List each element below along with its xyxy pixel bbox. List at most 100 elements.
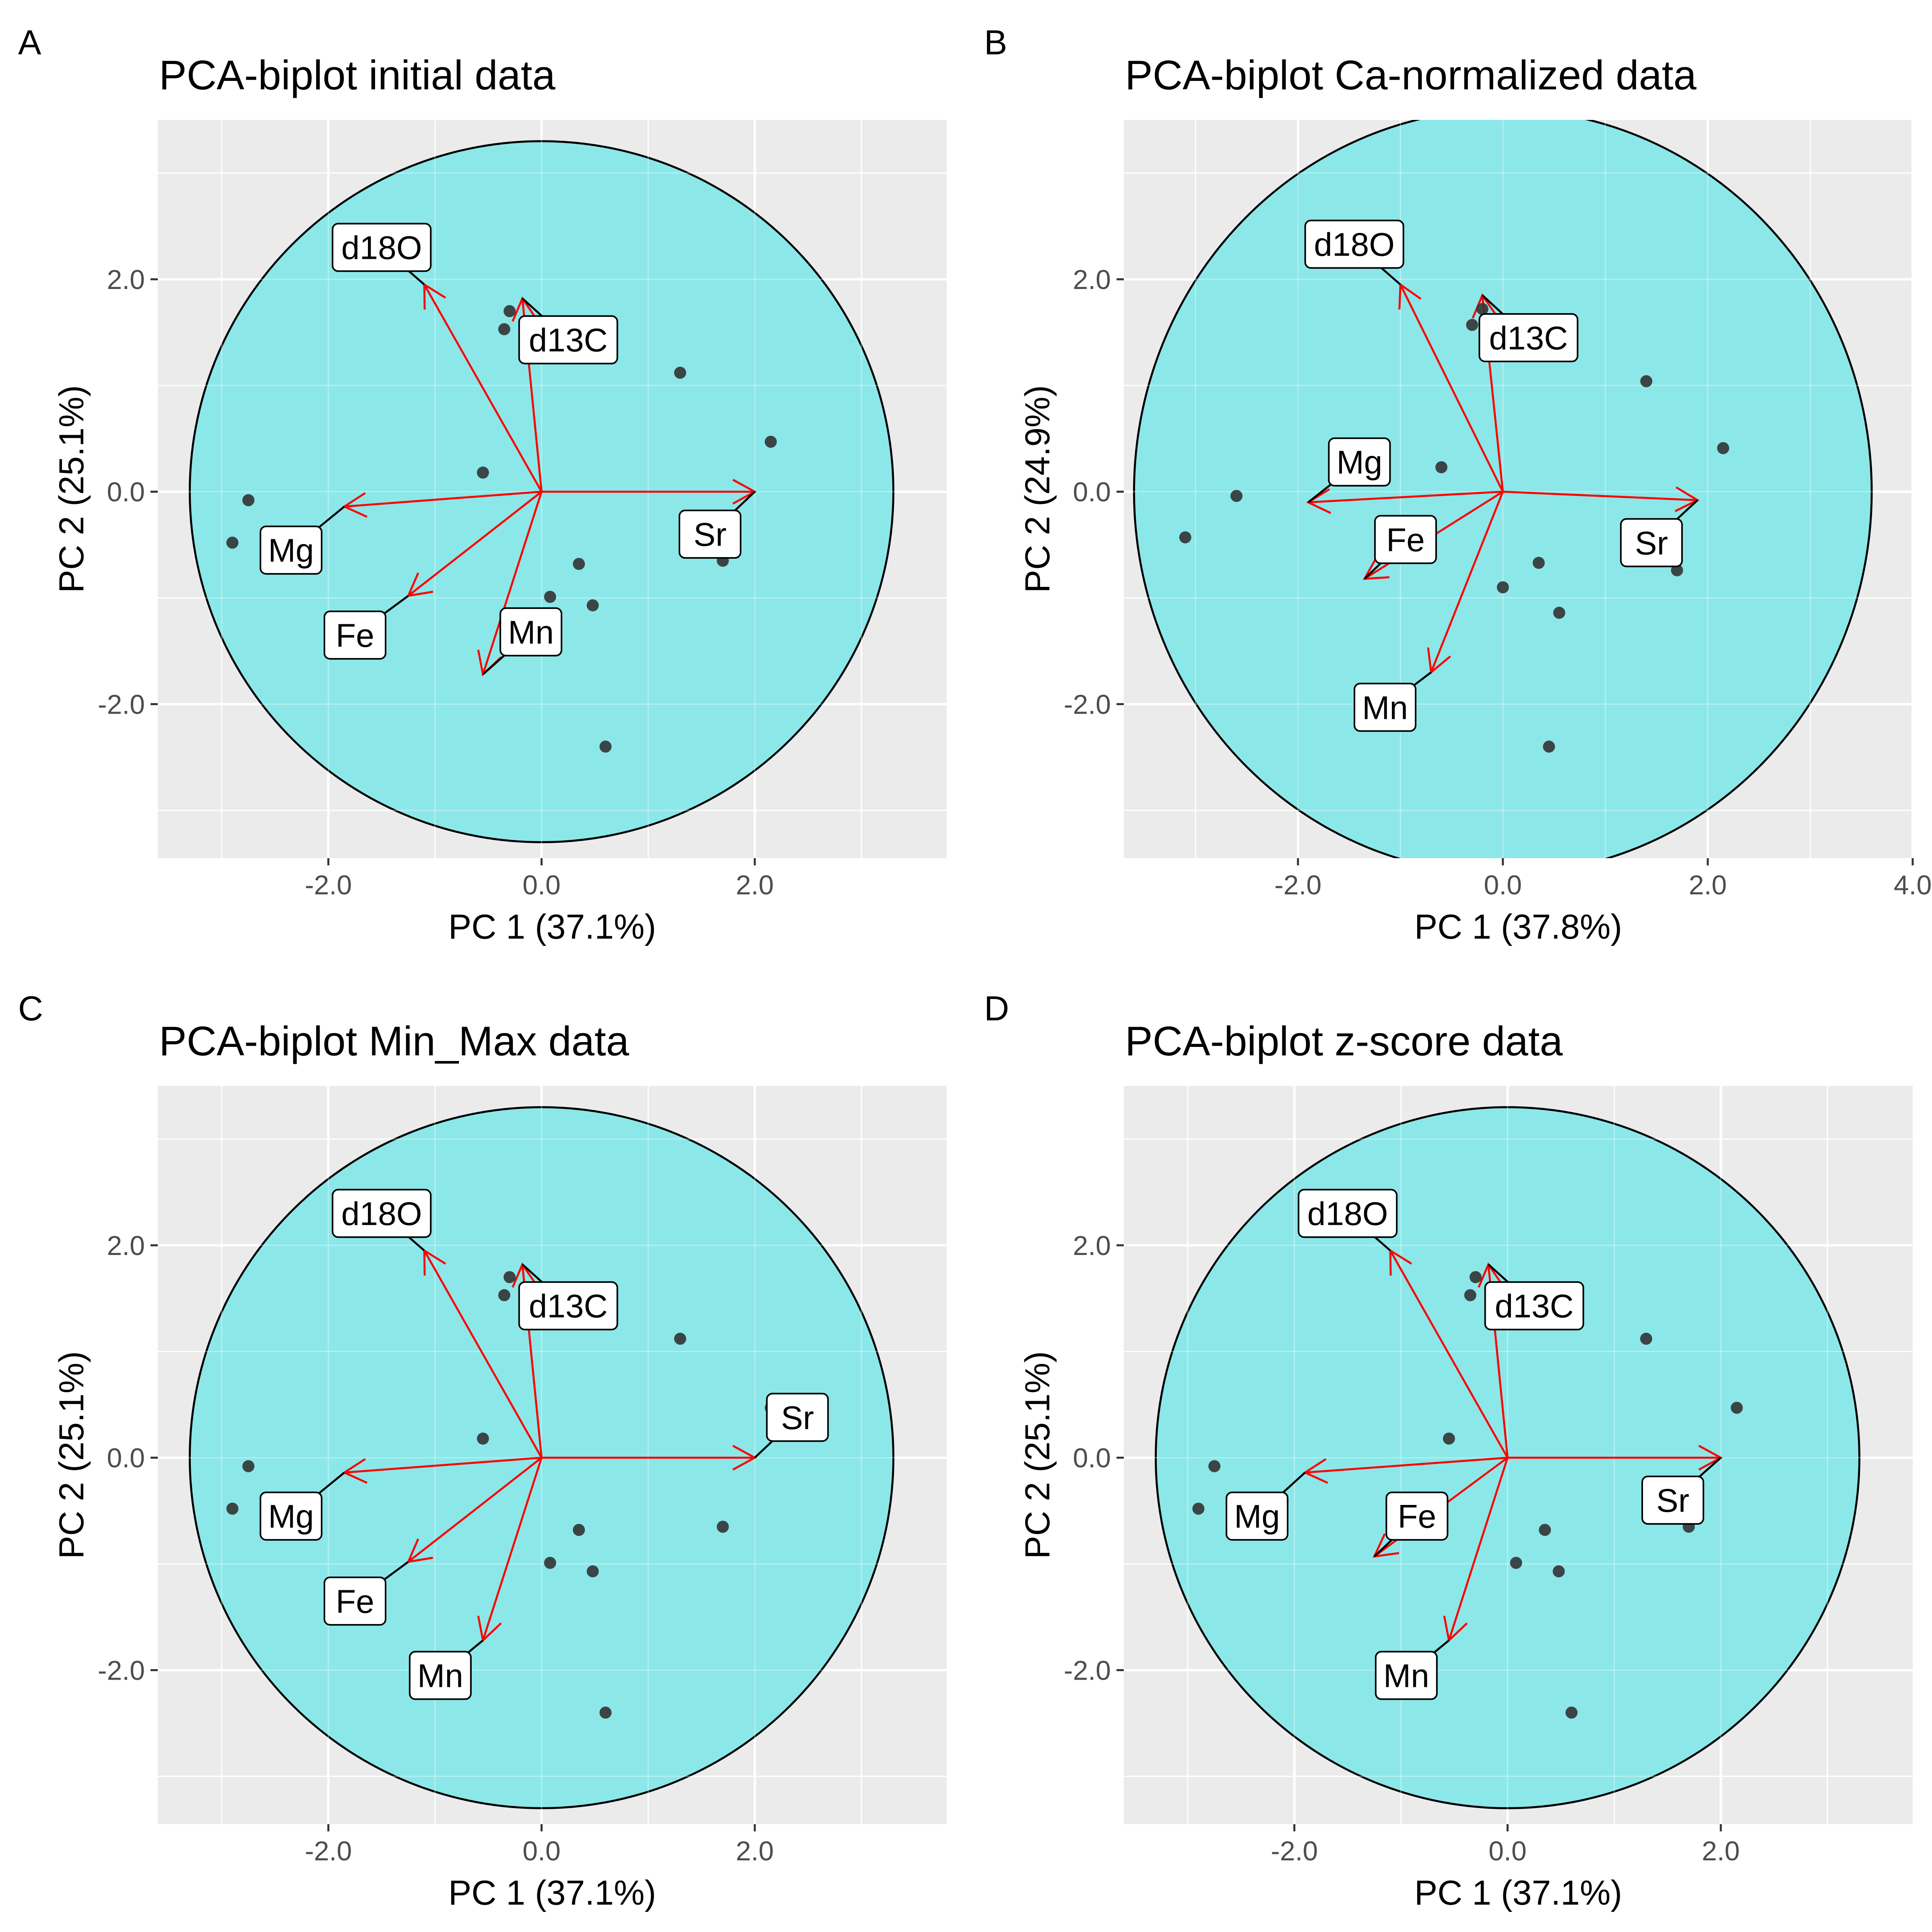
loading-arrow-sr — [1503, 491, 1698, 502]
data-point — [498, 1289, 510, 1301]
y-tick-label: 2.0 — [1073, 1230, 1111, 1261]
variable-label-box — [1298, 1189, 1398, 1238]
variable-label-box — [260, 1491, 323, 1541]
variable-label-mg: Mg — [268, 533, 314, 569]
data-point — [544, 590, 556, 603]
loading-arrow-mg — [1308, 491, 1503, 504]
loading-arrow-d18o — [1389, 1250, 1509, 1458]
panel-a: A PCA-biplot initial data d18O d13C Sr Mg Fe Mn… — [18, 23, 947, 946]
y-tick-label: -2.0 — [1064, 1655, 1111, 1686]
y-tick-label: 2.0 — [1073, 264, 1111, 295]
variable-label-box — [1620, 518, 1683, 568]
x-axis-title: PC 1 (37.1%) — [1414, 1874, 1622, 1912]
variable-label-d18o: d18O — [341, 1196, 422, 1232]
panel-b: B PCA-biplot Ca-normalized data d18O d13C Sr… — [984, 23, 1932, 946]
variable-label-d13c: d13C — [1495, 1288, 1574, 1325]
y-tick-label: 0.0 — [107, 477, 145, 508]
variable-label-box — [1385, 1491, 1449, 1541]
y-axis-title: PC 2 (25.1%) — [52, 385, 91, 593]
variable-label-box — [1484, 1281, 1584, 1331]
data-point — [674, 367, 686, 379]
data-point — [1640, 375, 1653, 388]
data-point — [599, 1706, 612, 1719]
data-point — [1539, 1524, 1551, 1536]
variable-label-box — [332, 223, 432, 272]
variable-label-box — [1304, 219, 1404, 269]
data-point — [674, 1333, 686, 1345]
loading-arrow-mg — [344, 491, 542, 508]
data-point — [1470, 1271, 1482, 1283]
variable-label-mg: Mg — [268, 1499, 314, 1535]
panel-title: PCA-biplot Min_Max data — [159, 1018, 630, 1064]
data-point — [1208, 1460, 1221, 1472]
panel-letter: C — [18, 989, 43, 1028]
variable-label-fe: Fe — [1398, 1499, 1437, 1535]
variable-label-box — [324, 1576, 386, 1626]
loading-arrow-fe — [407, 491, 543, 597]
data-point — [477, 1432, 489, 1445]
x-tick-label: -2.0 — [305, 1836, 352, 1866]
plot-area: d18O d13C Sr Mg Fe Mn — [158, 1086, 947, 1824]
data-point — [498, 323, 510, 335]
variable-label-box — [260, 525, 323, 575]
data-point — [1466, 319, 1478, 331]
loading-arrow-d18o — [1399, 284, 1504, 492]
data-point — [1179, 531, 1191, 544]
y-tick-label: 0.0 — [1073, 1443, 1111, 1474]
panel-title: PCA-biplot z-score data — [1125, 1018, 1563, 1064]
loading-arrow-mn — [482, 1457, 543, 1641]
data-point — [586, 599, 599, 611]
variable-label-d13c: d13C — [1489, 320, 1568, 357]
plot-area: d18O d13C Sr Mg Fe Mn — [1124, 1086, 1913, 1824]
y-axis-title: PC 2 (24.9%) — [1018, 385, 1057, 593]
data-point — [1553, 607, 1565, 619]
variable-label-fe: Fe — [1386, 522, 1425, 558]
loading-arrow-mn — [1448, 1457, 1509, 1641]
variable-label-box — [324, 610, 386, 660]
x-tick-label: 2.0 — [736, 1836, 774, 1866]
variable-label-box — [1375, 1651, 1438, 1700]
y-tick-label: 0.0 — [107, 1443, 145, 1474]
panel-d: D PCA-biplot z-score data d18O d13C Sr Mg Fe Mn… — [984, 989, 1913, 1912]
variable-label-box — [1328, 437, 1391, 487]
data-point — [573, 1524, 585, 1536]
variable-label-d13c: d13C — [529, 322, 608, 359]
plot-area: d18O d13C Sr Mg Fe Mn — [1124, 120, 1913, 858]
data-point — [242, 494, 255, 506]
data-point — [1510, 1556, 1522, 1569]
x-tick-label: 2.0 — [736, 870, 774, 900]
variable-label-d18o: d18O — [341, 230, 422, 266]
variable-label-box — [518, 315, 618, 365]
data-point — [1230, 490, 1243, 502]
data-point — [1671, 564, 1683, 576]
plot-area: d18O d13C Sr Mg Fe Mn — [158, 120, 947, 858]
x-tick-label: -2.0 — [1274, 870, 1321, 900]
variable-label-mg: Mg — [1336, 444, 1382, 481]
panel-letter: A — [18, 23, 41, 62]
variable-label-sr: Sr — [1656, 1482, 1689, 1519]
panel-title: PCA-biplot Ca-normalized data — [1125, 52, 1697, 98]
y-tick-label: 0.0 — [1073, 477, 1111, 508]
loading-arrow-mg — [1305, 1457, 1508, 1474]
y-tick-label: 2.0 — [107, 264, 145, 295]
x-tick-label: -2.0 — [1271, 1836, 1318, 1866]
data-point — [716, 1521, 729, 1533]
variable-label-mg: Mg — [1234, 1499, 1280, 1535]
variable-label-sr: Sr — [781, 1399, 814, 1436]
y-axis-title: PC 2 (25.1%) — [1018, 1351, 1057, 1559]
data-point — [1496, 581, 1509, 594]
data-point — [764, 436, 777, 448]
y-tick-label: -2.0 — [98, 1655, 145, 1686]
data-point — [504, 305, 516, 317]
data-point — [1543, 740, 1555, 753]
variable-label-box — [1354, 683, 1417, 732]
loading-arrow-d18o — [423, 284, 543, 492]
x-tick-label: 0.0 — [1488, 1836, 1527, 1866]
data-point — [1552, 1565, 1565, 1577]
x-axis-title: PC 1 (37.1%) — [448, 1874, 656, 1912]
variable-label-fe: Fe — [336, 617, 374, 654]
y-tick-label: -2.0 — [1064, 689, 1111, 720]
variable-label-d18o: d18O — [1314, 227, 1395, 263]
loading-arrow-mn — [1430, 491, 1504, 673]
variable-label-box — [409, 1651, 472, 1700]
